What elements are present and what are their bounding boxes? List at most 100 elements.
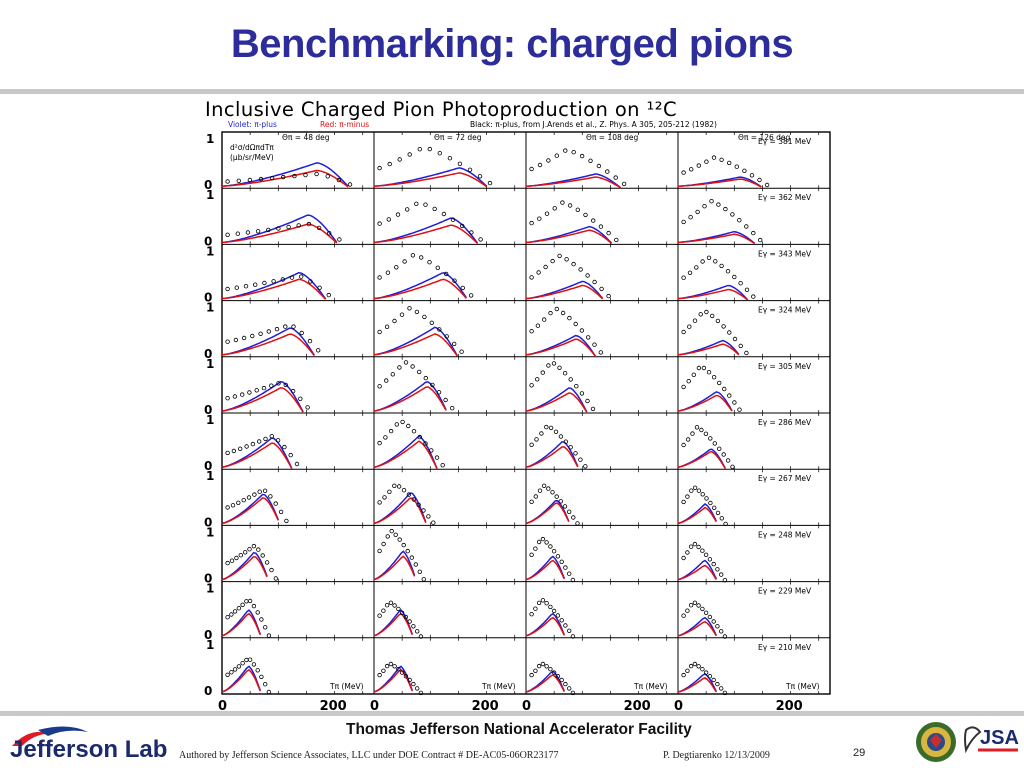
data-point bbox=[681, 275, 686, 280]
data-point bbox=[732, 274, 737, 280]
data-point bbox=[703, 552, 709, 557]
data-point bbox=[314, 171, 319, 177]
data-point bbox=[284, 518, 289, 524]
data-point bbox=[722, 578, 728, 583]
data-point bbox=[347, 182, 353, 187]
data-point bbox=[235, 231, 240, 236]
data-point bbox=[403, 614, 409, 620]
data-point bbox=[557, 365, 562, 370]
data-point bbox=[542, 317, 547, 322]
data-point bbox=[554, 153, 559, 158]
data-point bbox=[444, 271, 449, 277]
data-point bbox=[261, 385, 267, 391]
data-point bbox=[259, 617, 264, 622]
data-point bbox=[570, 577, 576, 583]
data-point bbox=[704, 309, 709, 315]
data-point bbox=[700, 667, 705, 672]
data-point bbox=[548, 425, 554, 431]
data-point bbox=[401, 542, 406, 548]
data-point bbox=[274, 326, 280, 332]
data-point bbox=[399, 670, 405, 675]
data-point bbox=[411, 681, 416, 687]
data-point bbox=[588, 158, 593, 163]
data-point bbox=[744, 350, 749, 356]
data-point bbox=[383, 378, 389, 383]
data-point bbox=[268, 494, 273, 499]
data-point bbox=[719, 157, 724, 162]
data-point bbox=[592, 342, 597, 347]
data-point bbox=[434, 455, 440, 460]
data-point bbox=[255, 610, 260, 615]
data-point bbox=[290, 388, 296, 394]
data-point bbox=[734, 164, 739, 169]
data-point bbox=[452, 341, 457, 347]
data-point bbox=[557, 253, 562, 259]
data-point bbox=[715, 510, 721, 516]
data-point bbox=[259, 674, 264, 680]
data-point bbox=[244, 599, 249, 604]
data-point bbox=[711, 155, 717, 160]
data-point bbox=[294, 461, 300, 467]
data-point bbox=[723, 206, 728, 212]
red-model-curve bbox=[221, 556, 268, 581]
data-point bbox=[384, 603, 390, 608]
data-point bbox=[266, 329, 271, 334]
red-model-curve bbox=[525, 284, 604, 300]
violet-model-curve bbox=[373, 217, 479, 244]
data-point bbox=[396, 484, 402, 489]
data-point bbox=[599, 286, 604, 292]
data-point bbox=[416, 369, 422, 375]
data-point bbox=[417, 569, 422, 574]
violet-model-curve bbox=[221, 381, 304, 413]
data-point bbox=[246, 495, 252, 500]
data-point bbox=[402, 259, 407, 264]
data-point bbox=[698, 312, 703, 317]
data-point bbox=[721, 452, 726, 457]
data-point bbox=[744, 224, 749, 229]
x-tick-label: 0 bbox=[674, 699, 683, 710]
data-point bbox=[397, 537, 402, 542]
energy-label: Eγ = 305 MeV bbox=[758, 362, 812, 371]
data-point bbox=[692, 661, 698, 667]
red-model-curve bbox=[373, 172, 488, 188]
data-point bbox=[254, 388, 259, 393]
red-model-curve bbox=[525, 559, 565, 581]
data-point bbox=[225, 560, 230, 566]
data-point bbox=[377, 221, 382, 226]
x-tick-label: 0 bbox=[218, 699, 227, 710]
data-point bbox=[591, 218, 596, 223]
data-point bbox=[696, 544, 701, 550]
data-point bbox=[241, 335, 247, 341]
data-point bbox=[385, 270, 391, 275]
data-point bbox=[236, 178, 241, 183]
data-point bbox=[562, 371, 568, 376]
data-point bbox=[681, 384, 686, 390]
x-axis-label: Tπ (MeV) bbox=[481, 682, 516, 691]
violet-model-curve bbox=[221, 272, 327, 300]
title-rule bbox=[0, 89, 1024, 94]
data-point bbox=[694, 265, 699, 270]
data-point bbox=[236, 664, 242, 669]
data-point bbox=[695, 209, 700, 215]
data-point bbox=[258, 176, 264, 182]
data-point bbox=[276, 381, 281, 386]
data-point bbox=[563, 623, 568, 628]
red-model-curve bbox=[677, 288, 749, 301]
data-point bbox=[727, 330, 732, 335]
jsa-text: JSA bbox=[980, 727, 1019, 749]
data-point bbox=[269, 567, 274, 573]
data-point bbox=[546, 363, 551, 368]
y-tick-label: 0 bbox=[204, 234, 212, 248]
y-tick-label: 1 bbox=[206, 132, 214, 146]
y-tick-label: 1 bbox=[206, 244, 214, 258]
data-point bbox=[725, 458, 731, 463]
data-point bbox=[225, 450, 230, 456]
data-point bbox=[749, 173, 755, 178]
data-point bbox=[414, 629, 420, 634]
data-point bbox=[395, 212, 401, 217]
data-point bbox=[563, 565, 568, 570]
data-point bbox=[687, 270, 693, 275]
data-point bbox=[567, 315, 572, 321]
data-point bbox=[539, 431, 544, 436]
data-point bbox=[225, 505, 230, 510]
